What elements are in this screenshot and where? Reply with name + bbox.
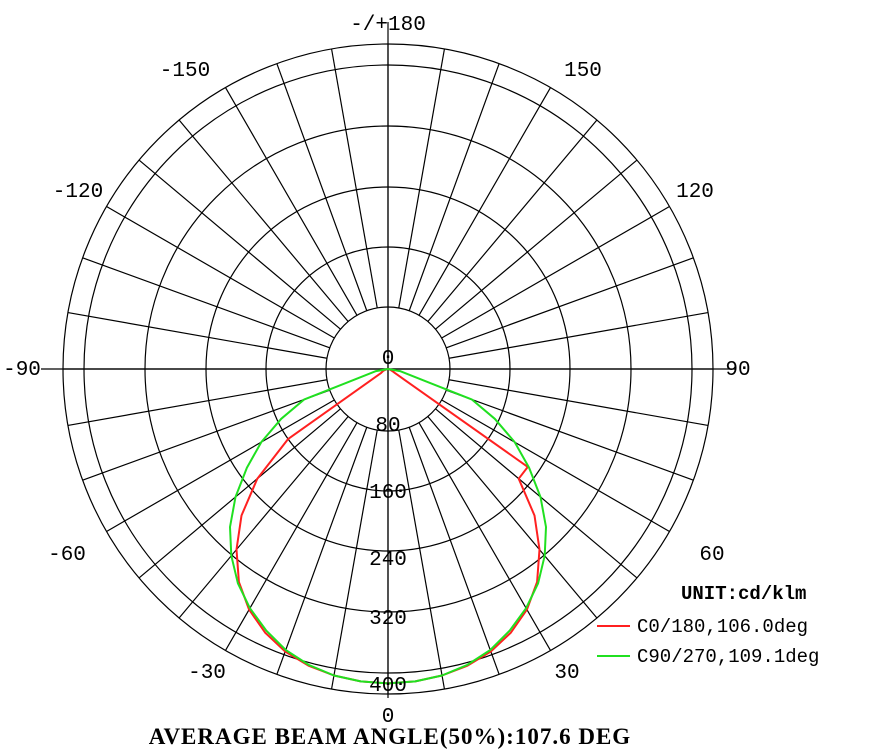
grid-spoke--170 [330,48,378,309]
angle-label-30: 30 [554,662,579,685]
angle-label--30: -30 [188,662,226,685]
grid-spoke--40 [178,416,349,619]
grid-spoke--140 [178,119,349,322]
legend: UNIT:cd/klm C0/180,106.0deg C90/270,109.… [597,583,819,668]
grid-spoke-140 [427,119,598,322]
grid-spoke-130 [435,159,638,330]
radial-tick-label-80: 80 [375,415,400,438]
angle-label--90: -90 [3,359,41,382]
grid-spoke-100 [448,311,709,359]
angle-label--60: -60 [48,544,86,567]
grid-spoke-20 [408,427,500,675]
grid-spoke--110 [82,257,330,349]
unit-label: UNIT:cd/klm [681,583,806,605]
angle-label-90: 90 [725,359,750,382]
legend-entry-c0-180: C0/180,106.0deg [637,616,808,638]
grid-spoke-80 [448,379,709,427]
grid-spoke-10 [398,429,446,690]
angle-label--150: -150 [160,60,210,83]
series-line-1 [229,368,547,685]
angle-label-120: 120 [676,181,714,204]
grid-spoke--20 [276,427,368,675]
legend-entry-c90-270: C90/270,109.1deg [637,646,819,668]
radial-tick-label-0: 0 [382,348,395,371]
grid-spoke-110 [446,257,694,349]
grid-spoke-120 [441,205,670,339]
grid-spoke-30 [418,422,552,651]
angle-label-0: 0 [382,706,395,729]
grid-spoke--120 [106,205,335,339]
radial-tick-label-240: 240 [369,549,407,572]
angle-label--120: -120 [53,181,103,204]
grid-spoke--130 [138,159,341,330]
angle-label-60: 60 [699,544,724,567]
polar-grid [41,22,735,698]
radial-tick-label-160: 160 [369,482,407,505]
grid-spoke-50 [435,408,638,579]
grid-spoke--30 [224,422,358,651]
grid-spoke--100 [67,311,328,359]
grid-spoke--70 [82,389,330,481]
grid-spoke--160 [276,63,368,311]
angle-label-150: 150 [564,60,602,83]
radial-tick-labels: 0 80 160 240 320 400 [369,348,407,698]
grid-spoke-60 [441,399,670,533]
angle-tick-labels: 0 30 60 90 120 150 -/+180 -150 -120 -90 -60 -30 [3,14,751,729]
grid-spoke-70 [446,389,694,481]
grid-spoke--50 [138,408,341,579]
series-layer [229,368,547,685]
radial-tick-label-400: 400 [369,675,407,698]
grid-spoke-40 [427,416,598,619]
radial-tick-label-320: 320 [369,608,407,631]
grid-spoke-150 [418,87,552,316]
grid-spoke--60 [106,399,335,533]
grid-spoke--10 [330,429,378,690]
grid-spoke-160 [408,63,500,311]
grid-spoke--80 [67,379,328,427]
grid-spoke--150 [224,87,358,316]
average-beam-angle-footer: AVERAGE BEAM ANGLE(50%):107.6 DEG [149,724,631,749]
angle-label---plus180: -/+180 [350,14,426,37]
grid-spoke-170 [398,48,446,309]
